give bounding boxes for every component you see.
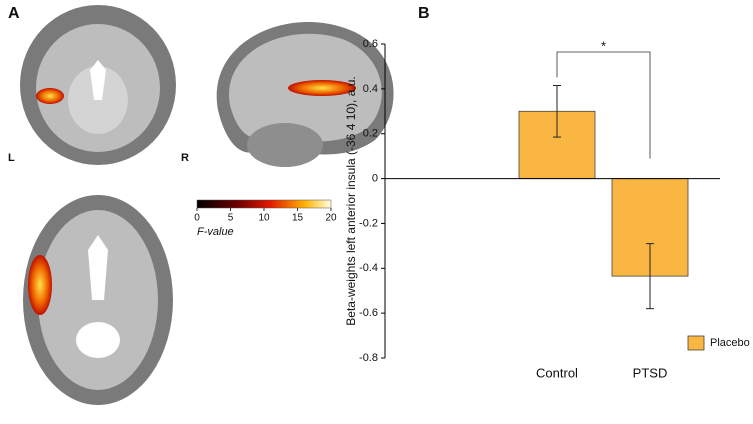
y-tick-label: -0.2 — [359, 217, 378, 229]
legend-label: Placebo — [710, 337, 750, 349]
y-tick-label: -0.4 — [359, 262, 378, 274]
x-tick-label: PTSD — [633, 365, 668, 380]
colorbar-tick-label: 10 — [258, 213, 270, 224]
brain-coronal — [20, 5, 176, 165]
colorbar-tick-label: 15 — [292, 213, 304, 224]
colorbar-label: F-value — [197, 226, 234, 238]
y-tick-label: 0.4 — [363, 83, 378, 95]
y-tick-label: 0.6 — [363, 38, 378, 50]
x-tick-label: Control — [536, 365, 578, 380]
brain-axial — [23, 195, 173, 405]
colorbar — [196, 199, 332, 209]
panel-label: B — [418, 5, 430, 22]
significance-label: * — [601, 38, 606, 53]
panel-label: A — [8, 5, 20, 22]
y-tick-label: 0.2 — [363, 128, 378, 140]
y-tick-label: 0 — [372, 172, 378, 184]
y-tick-label: -0.6 — [359, 307, 378, 319]
y-axis-label: Beta-weights left anterior insula (-36 4… — [344, 76, 358, 325]
colorbar-tick-label: 5 — [228, 213, 234, 224]
colorbar-tick-label: 0 — [194, 213, 200, 224]
hemisphere-label: L — [8, 152, 15, 164]
colorbar-tick-label: 20 — [325, 213, 337, 224]
significance-bracket — [556, 51, 651, 159]
hemisphere-label: R — [181, 152, 189, 164]
y-tick-label: -0.8 — [359, 352, 378, 364]
brain-sagittal — [216, 21, 394, 167]
legend-swatch — [687, 335, 705, 351]
